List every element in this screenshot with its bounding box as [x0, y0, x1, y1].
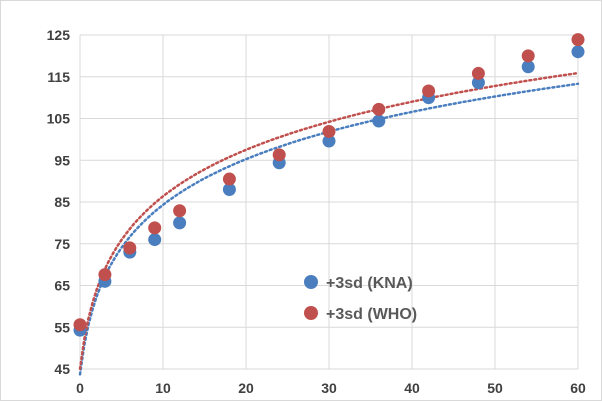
- data-point-kna: [322, 134, 336, 148]
- x-tick-label: 10: [155, 380, 171, 396]
- x-tick-label: 60: [570, 380, 586, 396]
- data-point-who: [123, 241, 137, 255]
- data-point-who: [173, 204, 187, 218]
- x-tick-label: 40: [404, 380, 420, 396]
- data-points: [73, 33, 585, 337]
- legend: +3sd (KNA) +3sd (WHO): [304, 275, 417, 323]
- y-tick-label: 95: [54, 152, 70, 168]
- y-tick-label: 55: [54, 319, 70, 335]
- data-point-kna: [521, 60, 535, 74]
- y-tick-label: 65: [54, 278, 70, 294]
- x-tick-label: 50: [487, 380, 503, 396]
- data-point-kna: [148, 233, 162, 247]
- data-point-kna: [222, 182, 236, 196]
- legend-label-kna: +3sd (KNA): [326, 275, 413, 292]
- y-axis-ticks: 45 55 65 75 85 95 105 115 125: [47, 27, 71, 377]
- data-point-who: [272, 148, 286, 162]
- data-point-who: [148, 221, 162, 235]
- data-point-who: [73, 318, 87, 332]
- legend-marker-kna: [304, 275, 318, 289]
- data-point-kna: [372, 114, 386, 128]
- data-point-who: [471, 66, 485, 80]
- legend-label-who: +3sd (WHO): [326, 306, 417, 323]
- data-point-kna: [173, 216, 187, 230]
- data-point-who: [98, 268, 112, 282]
- data-point-who: [422, 84, 436, 98]
- y-tick-label: 45: [54, 361, 70, 377]
- y-tick-label: 75: [54, 236, 70, 252]
- y-tick-label: 105: [47, 111, 71, 127]
- data-point-who: [521, 49, 535, 63]
- x-tick-label: 30: [321, 380, 337, 396]
- data-point-who: [372, 102, 386, 116]
- x-tick-label: 20: [238, 380, 254, 396]
- data-point-kna: [571, 45, 585, 59]
- data-point-who: [571, 33, 585, 47]
- data-point-kna: [471, 76, 485, 90]
- data-point-who: [322, 124, 336, 138]
- x-axis-ticks: 0 10 20 30 40 50 60: [76, 380, 586, 396]
- trendline: [78, 71, 580, 371]
- y-tick-label: 125: [47, 27, 71, 43]
- legend-marker-who: [304, 306, 318, 320]
- y-tick-label: 115: [47, 69, 70, 85]
- x-tick-label: 0: [76, 380, 84, 396]
- gridlines: [79, 34, 579, 370]
- y-tick-label: 85: [54, 194, 70, 210]
- data-point-who: [222, 172, 236, 186]
